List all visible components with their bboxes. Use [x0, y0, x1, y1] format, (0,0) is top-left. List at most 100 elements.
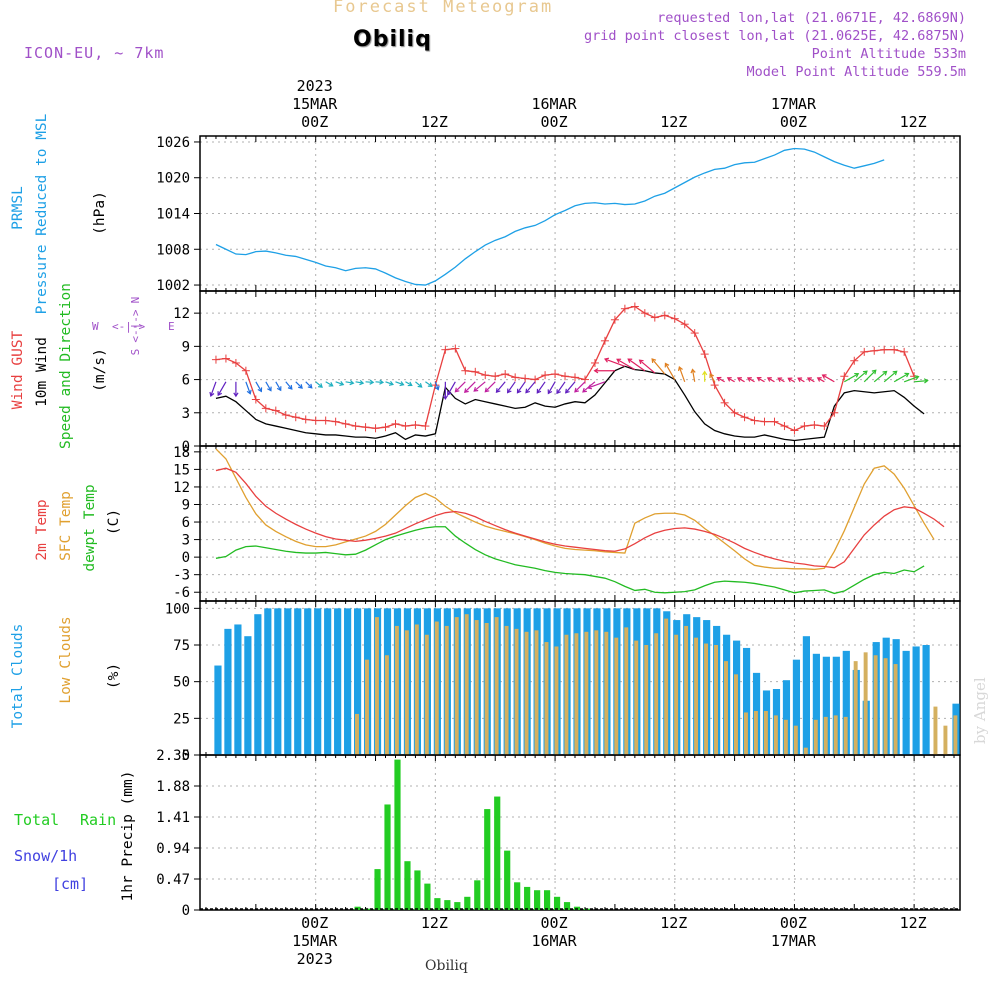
y-tick-label: 9 [182, 339, 190, 355]
low-cloud-bar [624, 627, 629, 755]
panel-frame: 1002 1008 1014 1020 1026 [156, 135, 961, 294]
low-cloud-bar [883, 658, 888, 755]
gust-marker [471, 367, 480, 376]
low-cloud-bar [833, 715, 838, 755]
rain-bar [424, 883, 431, 910]
gust-marker [491, 372, 500, 381]
low-cloud-bar [444, 625, 449, 755]
gust-marker [870, 346, 879, 355]
wind-dir-arrow [255, 381, 263, 393]
total-cloud-bar [264, 608, 272, 755]
low-cloud-bar [734, 674, 738, 755]
y-tick-label: 0 [182, 903, 190, 919]
rain-bar [544, 890, 551, 910]
wind-dir-arrow [275, 381, 282, 392]
low-cloud-bar [943, 725, 948, 755]
low-cloud-bar [614, 637, 619, 755]
time-label-top: 00Z [780, 113, 807, 131]
label-total-clouds: Total Clouds [10, 624, 26, 729]
low-cloud-bar [404, 630, 409, 755]
total-cloud-bar [812, 653, 820, 755]
rain-bar [434, 898, 441, 910]
compass-e: E [168, 320, 175, 333]
gust-marker [241, 366, 250, 375]
dewpt-line [215, 526, 925, 595]
model-label: ICON-EU, ~ 7km [24, 44, 165, 62]
low-cloud-bar [674, 634, 679, 755]
low-cloud-bar [843, 716, 848, 755]
point-altitude: Point Altitude 533m [811, 46, 966, 62]
gust-marker [291, 413, 300, 422]
wind-dir-arrow [425, 381, 433, 387]
rain-bar [404, 861, 411, 910]
wind-dir-arrow [442, 381, 449, 401]
wind-dir-arrow [914, 378, 929, 384]
total-cloud-bar [832, 656, 840, 755]
gust-marker [740, 413, 749, 422]
gust-marker [331, 417, 340, 426]
low-cloud-bar [574, 633, 579, 755]
gust-marker [221, 354, 230, 363]
gust-marker [780, 422, 789, 431]
gust-marker [391, 419, 400, 428]
panel-frame: 0 25 50 75 100 [165, 600, 961, 764]
label-precip-unit: 1hr Precip (mm) [120, 771, 136, 902]
wind-dir-arrow [345, 380, 355, 386]
label-temp-unit: (C) [106, 509, 122, 535]
gust-marker [770, 417, 779, 426]
total-cloud-bar [354, 608, 362, 755]
y-tick-label: 50 [173, 675, 190, 691]
low-cloud-bar [414, 624, 419, 755]
low-cloud-bar [813, 719, 818, 755]
total-cloud-bar [792, 659, 801, 755]
total-cloud-bar [802, 636, 810, 755]
wind-dir-arrow [265, 381, 272, 392]
wind-dir-arrow [454, 381, 466, 393]
time-label-top: 15MAR [292, 95, 338, 113]
low-cloud-bar [394, 625, 399, 755]
wind-dir-arrow [506, 381, 516, 394]
time-label-bottom: 12Z [660, 914, 687, 932]
label-temp-sfc: SFC Temp [58, 491, 74, 561]
gust-marker [690, 329, 699, 338]
wind-dir-arrow [375, 379, 385, 385]
y-tick-label: 0 [182, 550, 190, 566]
wind-dir-arrow [516, 381, 526, 394]
wind-dir-arrow [627, 358, 646, 372]
y-tick-label: 1026 [156, 135, 190, 151]
low-cloud-bar [604, 631, 609, 755]
gust-marker [790, 426, 799, 435]
low-cloud-bar [524, 631, 529, 755]
low-cloud-bar [933, 706, 938, 755]
time-label-bottom: 16MAR [531, 932, 577, 950]
rain-bar [384, 804, 391, 910]
time-label-bottom: 00Z [541, 914, 568, 932]
prmsl-line [215, 147, 885, 286]
low-cloud-bar [484, 623, 489, 755]
total-cloud-bar [274, 608, 282, 755]
low-cloud-bar [853, 661, 858, 755]
gust-marker [710, 381, 719, 390]
total-cloud-bar [334, 608, 342, 755]
gust-marker [890, 345, 899, 354]
label-temp-dewpt: dewpt Temp [82, 484, 98, 571]
label-prmsl: PRMSL [10, 186, 26, 230]
wind-dir-arrow [217, 381, 227, 397]
wind-dir-arrow [690, 368, 696, 382]
gust-marker [620, 304, 629, 313]
total-cloud-bar [304, 608, 312, 755]
gust-marker [441, 345, 450, 354]
gust-marker [630, 302, 639, 311]
gust-marker [481, 371, 490, 380]
low-cloud-bar [544, 642, 549, 755]
gust-marker [311, 416, 320, 425]
sfc-temp-line [215, 448, 935, 571]
low-cloud-bar [564, 634, 569, 755]
low-cloud-bar [494, 617, 499, 755]
rain-bar [563, 902, 571, 910]
gust-marker [600, 336, 609, 345]
wind-dir-arrow [556, 381, 566, 395]
wind-dir-arrow [816, 377, 825, 383]
wind-dir-arrow [547, 381, 556, 395]
panels: 10021008101410201026036912-6-30369121518… [10, 77, 961, 968]
